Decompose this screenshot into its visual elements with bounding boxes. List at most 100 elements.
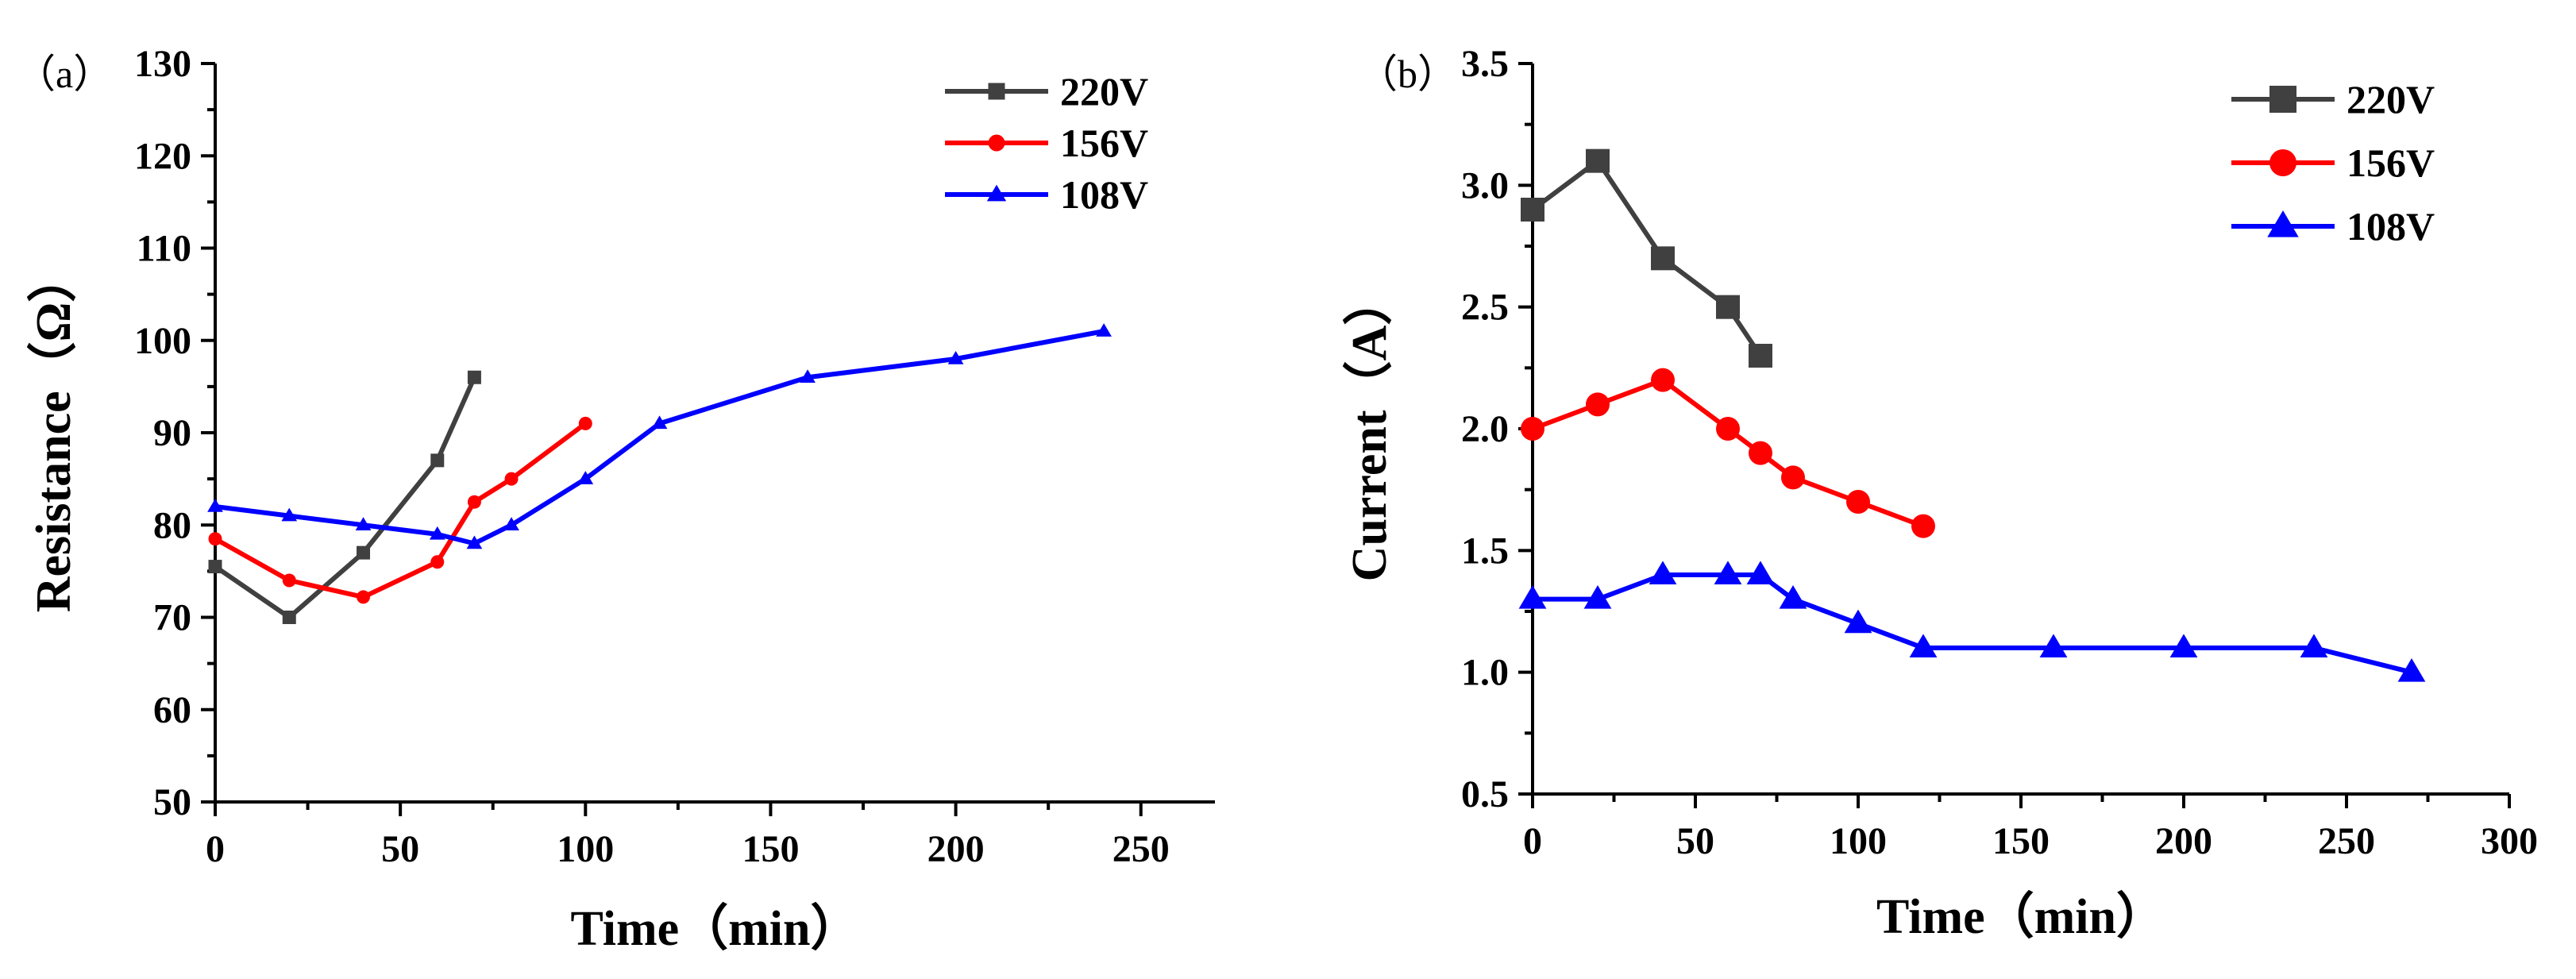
x-axis-title: Time（min） — [1876, 888, 2165, 944]
y-tick-label: 2.0 — [1461, 408, 1509, 450]
legend-label: 220V — [2347, 77, 2435, 121]
y-axis-title: Resistance（Ω） — [25, 253, 81, 613]
x-tick-label: 250 — [1113, 828, 1170, 870]
x-tick-label: 0 — [1523, 820, 1542, 862]
data-point — [357, 545, 371, 560]
x-tick-label: 150 — [742, 828, 799, 870]
y-tick-label: 2.5 — [1461, 287, 1509, 329]
legend-label: 156V — [2347, 141, 2435, 185]
data-point — [467, 370, 481, 384]
y-tick-label: 100 — [134, 320, 191, 362]
legend-marker — [2267, 210, 2299, 237]
y-tick-label: 3.0 — [1461, 164, 1509, 206]
legend-entry: 156V — [2231, 141, 2435, 185]
data-point — [1586, 392, 1610, 417]
x-tick-label: 200 — [2155, 820, 2212, 862]
series-156V — [1521, 368, 1935, 538]
series-220V — [1521, 148, 1772, 368]
data-point — [281, 507, 298, 522]
data-point — [208, 532, 222, 546]
data-point — [466, 535, 483, 549]
y-tick-label: 50 — [153, 781, 191, 823]
data-point — [1844, 609, 1872, 634]
data-point — [1749, 344, 1772, 368]
x-tick-label: 250 — [2318, 820, 2375, 862]
legend-marker — [2269, 149, 2296, 176]
series-220V — [208, 370, 481, 624]
data-point — [1521, 417, 1544, 441]
series-108V — [1518, 561, 2426, 682]
x-tick-label: 200 — [927, 828, 985, 870]
y-tick-label: 90 — [153, 412, 191, 454]
y-axis-title: Current（A） — [1341, 276, 1397, 582]
data-point — [504, 472, 519, 486]
legend-entry: 156V — [945, 121, 1148, 165]
data-point — [1716, 295, 1740, 319]
legend-marker — [988, 83, 1005, 100]
data-point — [1781, 465, 1805, 490]
y-tick-label: 60 — [153, 689, 191, 731]
data-point — [1651, 246, 1675, 271]
data-point — [1583, 584, 1612, 609]
panel-label: （a） — [16, 52, 113, 96]
data-point — [651, 415, 668, 430]
data-point — [1651, 368, 1675, 392]
data-point — [429, 526, 445, 540]
data-point — [1714, 561, 1742, 584]
data-point — [2039, 634, 2068, 657]
x-tick-label: 150 — [1992, 820, 2050, 862]
x-tick-label: 50 — [381, 828, 419, 870]
y-tick-label: 110 — [137, 228, 191, 270]
data-point — [355, 517, 372, 531]
data-point — [208, 560, 222, 574]
data-point — [800, 369, 816, 384]
y-tick-label: 1.0 — [1461, 652, 1509, 694]
legend-entry: 220V — [945, 69, 1148, 114]
y-tick-label: 70 — [153, 597, 191, 639]
data-point — [2169, 634, 2198, 657]
legend-label: 108V — [1060, 172, 1148, 217]
x-tick-label: 50 — [1676, 820, 1714, 862]
legend-label: 156V — [1060, 121, 1148, 165]
data-point — [1779, 584, 1807, 609]
y-tick-label: 1.5 — [1461, 530, 1509, 572]
data-point — [1746, 561, 1775, 584]
data-point — [1911, 514, 1935, 538]
y-tick-label: 3.5 — [1461, 43, 1509, 85]
legend-label: 108V — [2347, 204, 2435, 249]
y-tick-label: 80 — [153, 504, 191, 546]
legend-entry: 220V — [2231, 77, 2435, 121]
y-tick-label: 120 — [134, 135, 191, 177]
legend-entry: 108V — [945, 172, 1148, 217]
panel-a: 50 60 70 80 90 100 110 120 130 0 50 100 150 200 250 Tim… — [16, 43, 1215, 956]
legend-marker — [986, 184, 1007, 202]
x-axis-title: Time（min） — [571, 900, 860, 956]
legend-entry: 108V — [2231, 204, 2435, 249]
data-point — [947, 350, 964, 364]
data-point — [1586, 148, 1610, 173]
data-point — [1749, 441, 1772, 465]
data-point — [578, 416, 592, 430]
data-point — [430, 555, 445, 569]
data-point — [282, 573, 296, 588]
data-point — [282, 611, 296, 624]
series-108V — [207, 323, 1112, 549]
x-tick-label: 0 — [206, 828, 225, 870]
y-tick-label: 130 — [134, 43, 191, 85]
data-point — [2397, 657, 2426, 682]
x-tick-label: 100 — [1830, 820, 1887, 862]
legend-label: 220V — [1060, 69, 1148, 114]
x-tick-label: 300 — [2481, 820, 2538, 862]
data-point — [1909, 634, 1938, 657]
data-point — [357, 590, 371, 604]
data-point — [1649, 561, 1677, 584]
panel-b: 0.5 1.0 1.5 2.0 2.5 3.0 3.5 0 50 100 150 200 250 300 T… — [1341, 43, 2538, 944]
series-line — [1533, 572, 2412, 675]
x-tick-label: 100 — [557, 828, 614, 870]
data-point — [207, 498, 223, 512]
data-point — [577, 471, 594, 484]
data-point — [1846, 490, 1870, 514]
legend-marker — [2269, 86, 2296, 113]
